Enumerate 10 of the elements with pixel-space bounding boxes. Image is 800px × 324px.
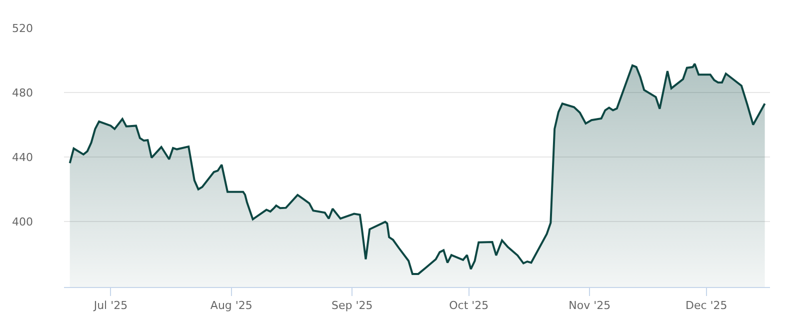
x-tick-label: Oct '25 [449, 299, 489, 312]
x-tick-label: Sep '25 [331, 299, 373, 312]
y-tick-label: 480 [12, 86, 33, 100]
x-tick-label: Jul '25 [92, 299, 128, 312]
y-tick-label: 440 [12, 150, 33, 164]
x-tick-label: Nov '25 [568, 299, 611, 312]
x-tick-label: Dec '25 [686, 299, 728, 312]
y-tick-label: 400 [12, 215, 33, 228]
y-tick-label: 520 [12, 22, 33, 35]
x-tick-label: Aug '25 [210, 299, 252, 312]
